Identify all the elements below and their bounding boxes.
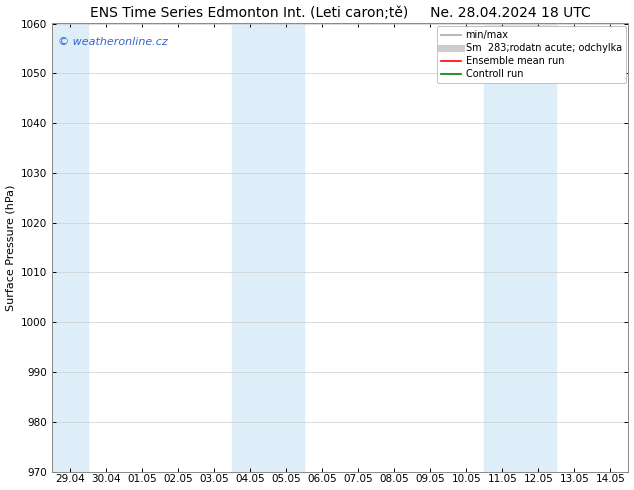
Bar (232, 24, 304, 472)
Title: ENS Time Series Edmonton Int. (Leti caron;tě)     Ne. 28.04.2024 18 UTC: ENS Time Series Edmonton Int. (Leti caro… (90, 5, 591, 20)
Bar (52, 24, 88, 472)
Bar (484, 24, 557, 472)
Y-axis label: Surface Pressure (hPa): Surface Pressure (hPa) (6, 184, 16, 311)
Text: © weatheronline.cz: © weatheronline.cz (58, 37, 168, 47)
Legend: min/max, Sm  283;rodatn acute; odchylka, Ensemble mean run, Controll run: min/max, Sm 283;rodatn acute; odchylka, … (437, 26, 626, 83)
